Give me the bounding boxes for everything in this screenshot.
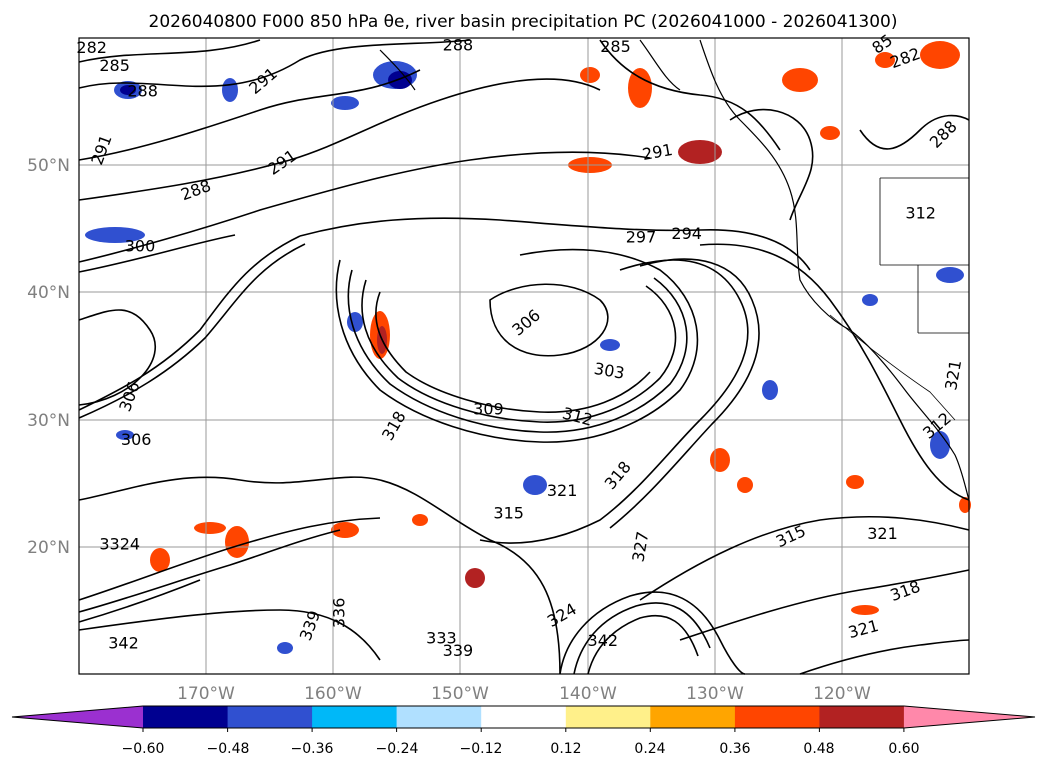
- lon-tick-label: 160°W: [304, 684, 362, 704]
- colorbar-box: [819, 706, 905, 728]
- contour-label-group: 288: [127, 81, 158, 100]
- colorbar-box: [650, 706, 736, 728]
- graticule: [79, 38, 969, 674]
- colorbar-tick-label: 0.24: [634, 741, 665, 757]
- colorbar-box: [396, 706, 482, 728]
- colorbar-box: [143, 706, 229, 728]
- lon-tick-label: 140°W: [559, 684, 617, 704]
- lat-tick-label: 50°N: [27, 156, 70, 176]
- contour-label: 342: [588, 631, 619, 650]
- contour-label: 285: [99, 56, 130, 75]
- contour-label-group: 333: [426, 628, 457, 647]
- colorbar-ticks: −0.60 −0.48 −0.36 −0.24 −0.12 0.12 0.24 …: [122, 741, 920, 757]
- colorbar-tick-label: −0.24: [376, 741, 419, 757]
- contour-label: 288: [443, 36, 474, 55]
- contour-label: 321: [547, 481, 578, 500]
- contour-label-group: 309: [473, 399, 504, 418]
- contour-label: 297: [626, 228, 657, 247]
- contour-label: 336: [330, 598, 349, 629]
- contour-label-group: 3324: [99, 534, 140, 553]
- precip-shading: [85, 41, 971, 654]
- colorbar: −0.60 −0.48 −0.36 −0.24 −0.12 0.12 0.24 …: [11, 705, 1036, 757]
- colorbar-tick-label: −0.12: [460, 741, 503, 757]
- colorbar-box: [734, 706, 820, 728]
- contour-label-group: 300: [125, 237, 156, 256]
- lon-tick-label: 150°W: [431, 684, 489, 704]
- lat-tick-label: 40°N: [27, 283, 70, 303]
- contour-label: 294: [671, 224, 702, 243]
- colorbar-extend-low: [12, 706, 143, 728]
- contour-label-group: 282: [76, 38, 107, 57]
- lon-tick-labels: 170°W 160°W 150°W 140°W 130°W 120°W: [177, 684, 871, 704]
- colorbar-tick-label: 0.12: [550, 741, 581, 757]
- colorbar-tick-label: −0.36: [291, 741, 334, 757]
- contour-label: 288: [127, 81, 158, 100]
- colorbar-tick-label: 0.36: [719, 741, 750, 757]
- contour-label: 3324: [99, 534, 140, 553]
- contour-label: 321: [867, 524, 898, 543]
- coastlines: [379, 39, 970, 501]
- figure-title: 2026040800 F000 850 hPa θe, river basin …: [149, 12, 898, 32]
- contour-label: 300: [125, 237, 156, 256]
- contour-label: 339: [443, 641, 474, 660]
- contour-label-group: 336: [330, 598, 349, 629]
- colorbar-tick-label: −0.60: [122, 741, 165, 757]
- contour-label-group: 315: [493, 504, 524, 523]
- contour-label-group: 321: [547, 481, 578, 500]
- contour-label: 333: [426, 628, 457, 647]
- colorbar-tick-label: −0.48: [207, 741, 250, 757]
- contour-label-group: 342: [108, 634, 139, 653]
- lon-tick-label: 130°W: [686, 684, 744, 704]
- contour-label: 342: [108, 634, 139, 653]
- colorbar-box: [227, 706, 313, 728]
- contour-label: 285: [600, 37, 631, 56]
- contour-label-group: 297: [626, 228, 657, 247]
- colorbar-boxes: [11, 705, 1036, 732]
- theta-e-contours: [78, 39, 970, 675]
- contour-label-group: 306: [121, 430, 152, 449]
- contour-label-group: 312: [905, 204, 936, 223]
- contour-label: 306: [121, 430, 152, 449]
- contour-label-group: 288: [443, 36, 474, 55]
- contour-label-group: 285: [99, 56, 130, 75]
- contour-label-group: 321: [867, 524, 898, 543]
- colorbar-tick-label: 0.60: [888, 741, 919, 757]
- contour-label-group: 342: [588, 631, 619, 650]
- contour-label: 309: [473, 399, 504, 418]
- contour-label-group: 339: [443, 641, 474, 660]
- lat-tick-label: 20°N: [27, 538, 70, 558]
- colorbar-box: [312, 706, 398, 728]
- contour-label: 315: [493, 504, 524, 523]
- lat-tick-label: 30°N: [27, 411, 70, 431]
- colorbar-box: [565, 706, 651, 728]
- colorbar-box: [481, 706, 567, 728]
- lon-tick-label: 170°W: [177, 684, 235, 704]
- contour-label-group: 294: [671, 224, 702, 243]
- colorbar-tick-label: 0.48: [803, 741, 834, 757]
- lon-tick-label: 120°W: [813, 684, 871, 704]
- contour-label-group: 285: [600, 37, 631, 56]
- contour-label: 282: [76, 38, 107, 57]
- lat-tick-labels: 50°N 40°N 30°N 20°N: [27, 156, 70, 558]
- contour-label: 312: [905, 204, 936, 223]
- colorbar-extend-high: [903, 706, 1035, 728]
